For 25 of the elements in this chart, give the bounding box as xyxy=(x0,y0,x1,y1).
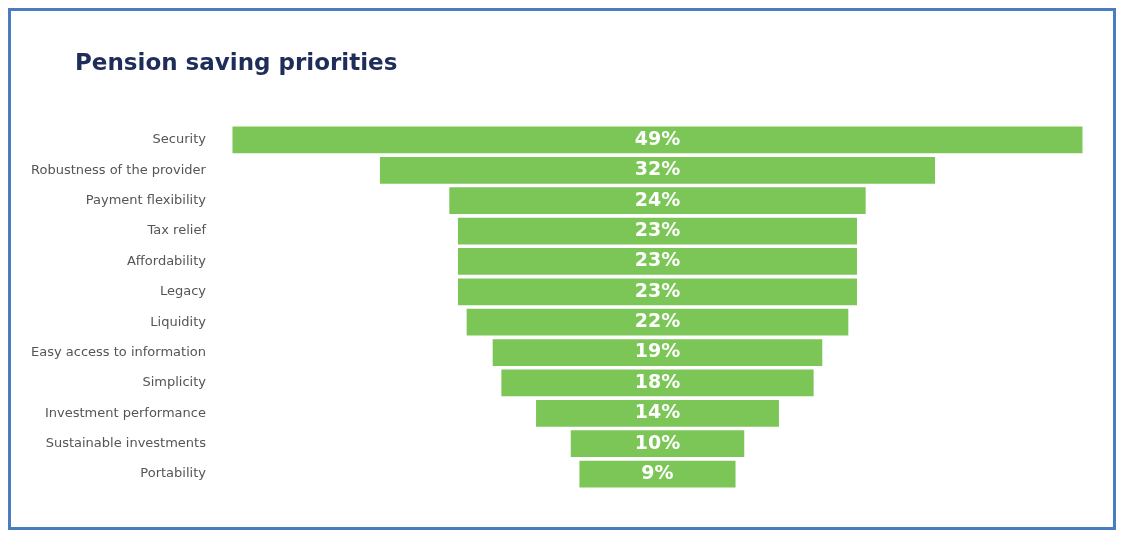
category-label: Security xyxy=(152,131,207,147)
data-label: 49% xyxy=(634,126,681,149)
data-label: 23% xyxy=(634,218,681,241)
data-label: 32% xyxy=(634,157,681,180)
data-label: 22% xyxy=(634,309,681,332)
category-label: Legacy xyxy=(159,283,207,299)
category-label: Sustainable investments xyxy=(45,435,207,451)
category-label: Simplicity xyxy=(142,374,207,390)
category-label: Investment performance xyxy=(44,404,206,420)
category-label: Portability xyxy=(140,465,207,481)
category-label: Easy access to information xyxy=(31,343,206,359)
category-label: Payment flexibility xyxy=(85,192,207,208)
data-label: 23% xyxy=(634,278,681,301)
data-label: 14% xyxy=(634,400,681,423)
data-label: 18% xyxy=(634,369,681,392)
data-label: 10% xyxy=(634,430,681,453)
data-label: 9% xyxy=(641,460,674,483)
data-label: 24% xyxy=(634,187,681,210)
category-label: Affordability xyxy=(126,252,207,268)
data-label: 19% xyxy=(634,339,681,362)
data-label: 23% xyxy=(634,248,681,271)
category-label: Liquidity xyxy=(150,313,207,329)
text: Pension saving priorities xyxy=(75,49,398,75)
category-label: Robustness of the provider xyxy=(30,161,207,177)
category-label: Tax relief xyxy=(146,222,207,238)
